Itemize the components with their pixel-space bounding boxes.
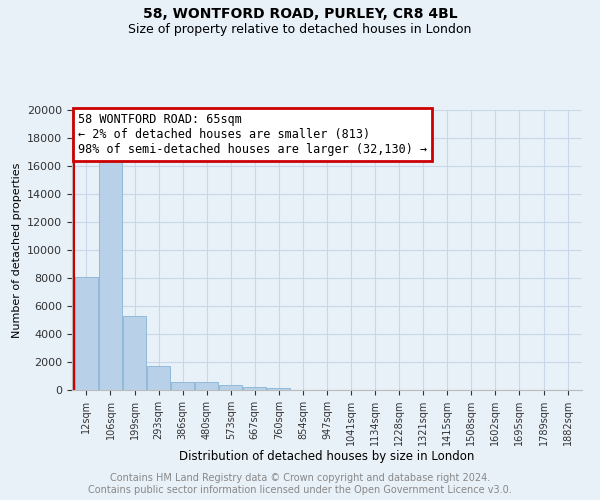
Y-axis label: Number of detached properties: Number of detached properties (11, 162, 22, 338)
Text: 58 WONTFORD ROAD: 65sqm
← 2% of detached houses are smaller (813)
98% of semi-de: 58 WONTFORD ROAD: 65sqm ← 2% of detached… (78, 113, 427, 156)
Bar (220, 385, 242, 390)
Bar (147, 366, 170, 390)
Bar (99, 159, 122, 390)
Text: Distribution of detached houses by size in London: Distribution of detached houses by size … (179, 450, 475, 463)
Bar (75, 276, 98, 390)
Text: Contains HM Land Registry data © Crown copyright and database right 2024.
Contai: Contains HM Land Registry data © Crown c… (88, 474, 512, 495)
Text: 58, WONTFORD ROAD, PURLEY, CR8 4BL: 58, WONTFORD ROAD, PURLEY, CR8 4BL (143, 8, 457, 22)
Bar (268, 388, 290, 390)
Bar (195, 382, 218, 390)
Bar (123, 316, 146, 390)
Text: Size of property relative to detached houses in London: Size of property relative to detached ho… (128, 22, 472, 36)
Bar (171, 382, 194, 390)
Bar (244, 387, 266, 390)
